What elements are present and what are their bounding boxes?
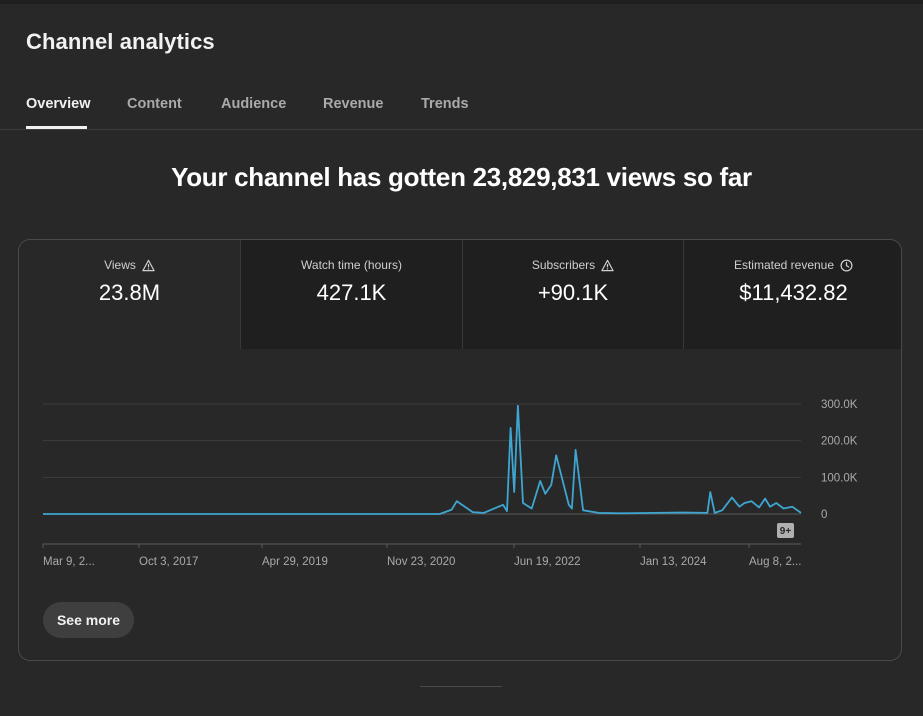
active-tab-indicator xyxy=(26,126,87,129)
x-tick-label: Jan 13, 2024 xyxy=(640,556,707,568)
metric-value: 23.8M xyxy=(98,280,161,305)
metric-label: Subscribers xyxy=(531,258,596,272)
views-headline: Your channel has gotten 23,829,831 views… xyxy=(171,162,752,192)
analytics-card: Views 23.8M Watch time (hours) 427.1K Su… xyxy=(18,239,902,661)
metric-label: Views xyxy=(104,258,136,272)
metric-revenue[interactable]: Estimated revenue $11,432.82 xyxy=(683,240,901,349)
tab-revenue[interactable]: Revenue xyxy=(323,96,384,112)
x-tick-label: Aug 8, 2... xyxy=(749,556,801,568)
metric-label: Watch time (hours) xyxy=(301,258,402,272)
metric-label: Estimated revenue xyxy=(733,258,835,272)
metric-value: $11,432.82 xyxy=(739,280,848,305)
tab-trends[interactable]: Trends xyxy=(421,96,469,112)
see-more-button[interactable]: See more xyxy=(43,602,134,638)
metric-watch-time[interactable]: Watch time (hours) 427.1K xyxy=(240,240,462,349)
metric-value: +90.1K xyxy=(537,280,609,305)
x-tick-label: Jun 19, 2022 xyxy=(514,556,581,568)
metric-views[interactable]: Views 23.8M xyxy=(19,240,240,349)
metric-tabs: Views 23.8M Watch time (hours) 427.1K Su… xyxy=(19,240,901,349)
tab-overview[interactable]: Overview xyxy=(26,96,91,112)
tab-bar: Overview Content Audience Revenue Trends xyxy=(0,80,923,130)
warning-icon xyxy=(142,259,155,271)
y-tick-label: 0 xyxy=(821,509,827,521)
x-tick-label: Oct 3, 2017 xyxy=(139,556,198,568)
metric-value: 427.1K xyxy=(316,280,387,305)
y-tick-label: 100.0K xyxy=(821,472,858,484)
notification-badge xyxy=(777,523,794,538)
notification-badge-count: 9+ xyxy=(780,526,792,537)
y-tick-label: 300.0K xyxy=(821,399,858,411)
views-series-line xyxy=(43,404,802,515)
warning-icon xyxy=(601,259,614,271)
top-divider xyxy=(0,0,923,4)
clock-icon xyxy=(840,259,853,271)
page-title: Channel analytics xyxy=(26,29,215,54)
x-tick-label: Mar 9, 2... xyxy=(43,556,95,568)
metric-subscribers[interactable]: Subscribers +90.1K xyxy=(462,240,683,349)
x-tick-label: Apr 29, 2019 xyxy=(262,556,328,568)
views-line-chart: 300.0K 200.0K 100.0K 0 Mar 9, 2... Oct 3, 201… xyxy=(42,399,858,568)
tab-content[interactable]: Content xyxy=(127,96,182,112)
tab-audience[interactable]: Audience xyxy=(221,96,287,112)
bottom-divider xyxy=(420,686,502,687)
x-tick-label: Nov 23, 2020 xyxy=(387,556,455,568)
y-tick-label: 200.0K xyxy=(821,436,858,448)
